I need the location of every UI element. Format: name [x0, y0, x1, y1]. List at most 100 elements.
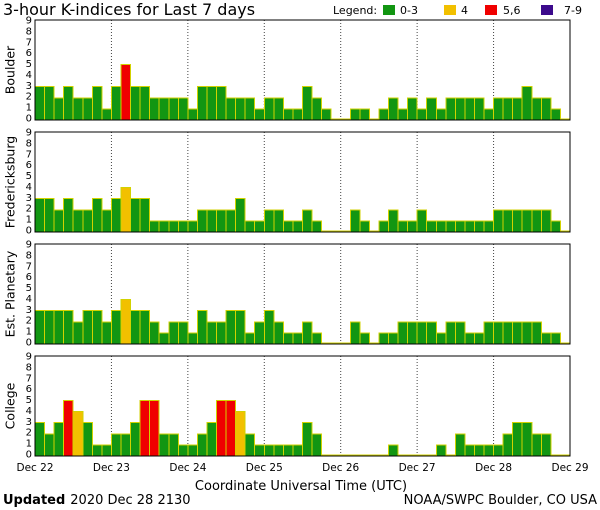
- k-index-bar-college-4: [72, 411, 84, 457]
- k-index-bar-fredericksburg-37: [387, 209, 399, 233]
- k-index-bar-college-6: [91, 444, 103, 457]
- k-index-bar-est-planetary-37: [387, 332, 399, 345]
- panel-label-est-planetary: Est. Planetary: [3, 250, 18, 337]
- y-tick-label: 4: [26, 70, 32, 81]
- k-index-bar-est-planetary-1: [44, 310, 55, 345]
- credit-line: NOAA/SWPC Boulder, CO USA: [404, 493, 597, 508]
- k-index-bar-college-47: [483, 444, 495, 457]
- k-index-bar-est-planetary-46: [473, 332, 485, 345]
- k-index-bar-college-10: [130, 422, 141, 457]
- panel-frame: [34, 355, 571, 457]
- k-index-bar-boulder-28: [302, 86, 313, 121]
- k-index-bar-est-planetary-39: [407, 321, 418, 345]
- x-axis-title: Coordinate Universal Time (UTC): [195, 479, 407, 494]
- legend-swatch-7-9: [541, 5, 553, 15]
- k-index-bar-college-28: [302, 422, 313, 457]
- k-index-bar-est-planetary-40: [416, 321, 428, 345]
- k-index-bar-fredericksburg-25: [273, 209, 284, 233]
- y-tick-label: 2: [26, 92, 32, 103]
- k-index-bar-boulder-37: [387, 97, 399, 121]
- k-index-bar-fredericksburg-17: [196, 209, 208, 233]
- k-index-bar-fredericksburg-29: [311, 220, 323, 233]
- k-index-bar-est-planetary-47: [483, 321, 495, 345]
- k-index-bar-boulder-34: [359, 108, 370, 121]
- k-index-bar-fredericksburg-45: [464, 220, 475, 233]
- y-tick-label: 9: [26, 16, 32, 27]
- k-index-bar-college-20: [225, 399, 237, 457]
- k-index-bar-boulder-49: [502, 97, 514, 121]
- k-index-bar-est-planetary-7: [101, 321, 112, 345]
- k-index-bar-boulder-17: [196, 86, 208, 121]
- x-tick-label: Dec 25: [246, 462, 283, 474]
- k-index-bar-college-16: [187, 444, 198, 457]
- k-index-bar-est-planetary-18: [206, 321, 218, 345]
- y-tick-label: 1: [26, 439, 32, 450]
- k-index-bar-fredericksburg-24: [263, 209, 275, 233]
- k-index-bar-fredericksburg-33: [349, 209, 361, 233]
- k-index-bar-boulder-4: [72, 97, 84, 121]
- k-index-bar-college-22: [244, 433, 256, 457]
- y-tick-label: 6: [26, 48, 32, 59]
- k-index-bar-college-3: [63, 399, 74, 457]
- k-index-bar-est-planetary-24: [263, 310, 275, 345]
- k-index-bar-college-49: [502, 433, 514, 457]
- k-index-bar-boulder-0: [34, 86, 46, 121]
- k-index-bar-college-21: [235, 411, 246, 457]
- y-tick-label: 7: [26, 261, 32, 272]
- legend-swatch-5-6: [485, 5, 497, 15]
- y-tick-label: 3: [26, 81, 32, 92]
- k-index-bar-fredericksburg-16: [187, 220, 198, 233]
- k-index-bar-est-planetary-41: [426, 321, 437, 345]
- k-index-bar-boulder-36: [378, 108, 389, 121]
- k-index-bar-college-15: [177, 444, 189, 457]
- y-tick-label: 4: [26, 182, 32, 193]
- k-index-bar-college-19: [216, 399, 227, 457]
- updated-stamp: Updated 2020 Dec 28 2130: [3, 493, 191, 508]
- k-index-bar-est-planetary-42: [435, 332, 447, 345]
- k-index-bar-boulder-5: [82, 97, 93, 121]
- y-tick-label: 3: [26, 193, 32, 204]
- k-index-bar-boulder-30: [321, 108, 332, 121]
- k-index-bar-boulder-23: [254, 108, 265, 121]
- y-tick-label: 5: [26, 283, 32, 294]
- k-index-bar-fredericksburg-1: [44, 198, 55, 233]
- k-index-bar-college-14: [168, 433, 179, 457]
- k-index-bar-est-planetary-49: [502, 321, 514, 345]
- k-index-bar-fredericksburg-22: [244, 220, 256, 233]
- k-index-bar-fredericksburg-28: [302, 209, 313, 233]
- k-index-bar-boulder-2: [53, 97, 65, 121]
- k-index-bar-college-13: [158, 433, 170, 457]
- k-index-bar-fredericksburg-47: [483, 220, 495, 233]
- y-tick-label: 3: [26, 305, 32, 316]
- k-index-bar-college-0: [34, 422, 46, 457]
- k-index-bar-fredericksburg-4: [72, 209, 84, 233]
- k-index-bar-college-26: [282, 444, 294, 457]
- legend: Legend: 0-3 4 5,6 7-9: [333, 4, 582, 17]
- y-tick-label: 5: [26, 395, 32, 406]
- k-index-bar-boulder-39: [407, 97, 418, 121]
- y-tick-label: 6: [26, 384, 32, 395]
- y-tick-label: 7: [26, 373, 32, 384]
- k-index-bar-est-planetary-0: [34, 310, 46, 345]
- k-index-bar-est-planetary-33: [349, 321, 361, 345]
- k-index-bar-est-planetary-53: [540, 332, 552, 345]
- panel-frame: [34, 131, 571, 233]
- k-index-bar-boulder-14: [168, 97, 179, 121]
- k-index-bar-fredericksburg-48: [493, 209, 504, 233]
- k-index-bar-fredericksburg-2: [53, 209, 65, 233]
- k-index-bar-college-27: [292, 444, 304, 457]
- k-index-bar-boulder-51: [521, 86, 533, 121]
- k-index-bar-est-planetary-23: [254, 321, 265, 345]
- k-index-bar-est-planetary-25: [273, 321, 284, 345]
- k-index-bar-fredericksburg-18: [206, 209, 218, 233]
- updated-label: Updated: [3, 493, 65, 508]
- k-index-bar-boulder-24: [263, 97, 275, 121]
- k-index-bar-fredericksburg-51: [521, 209, 533, 233]
- k-index-bar-est-planetary-8: [110, 310, 122, 345]
- y-tick-label: 2: [26, 316, 32, 327]
- k-index-bar-boulder-38: [397, 108, 409, 121]
- chart-title: 3-hour K-indices for Last 7 days: [3, 0, 255, 19]
- y-tick-label: 0: [26, 226, 32, 237]
